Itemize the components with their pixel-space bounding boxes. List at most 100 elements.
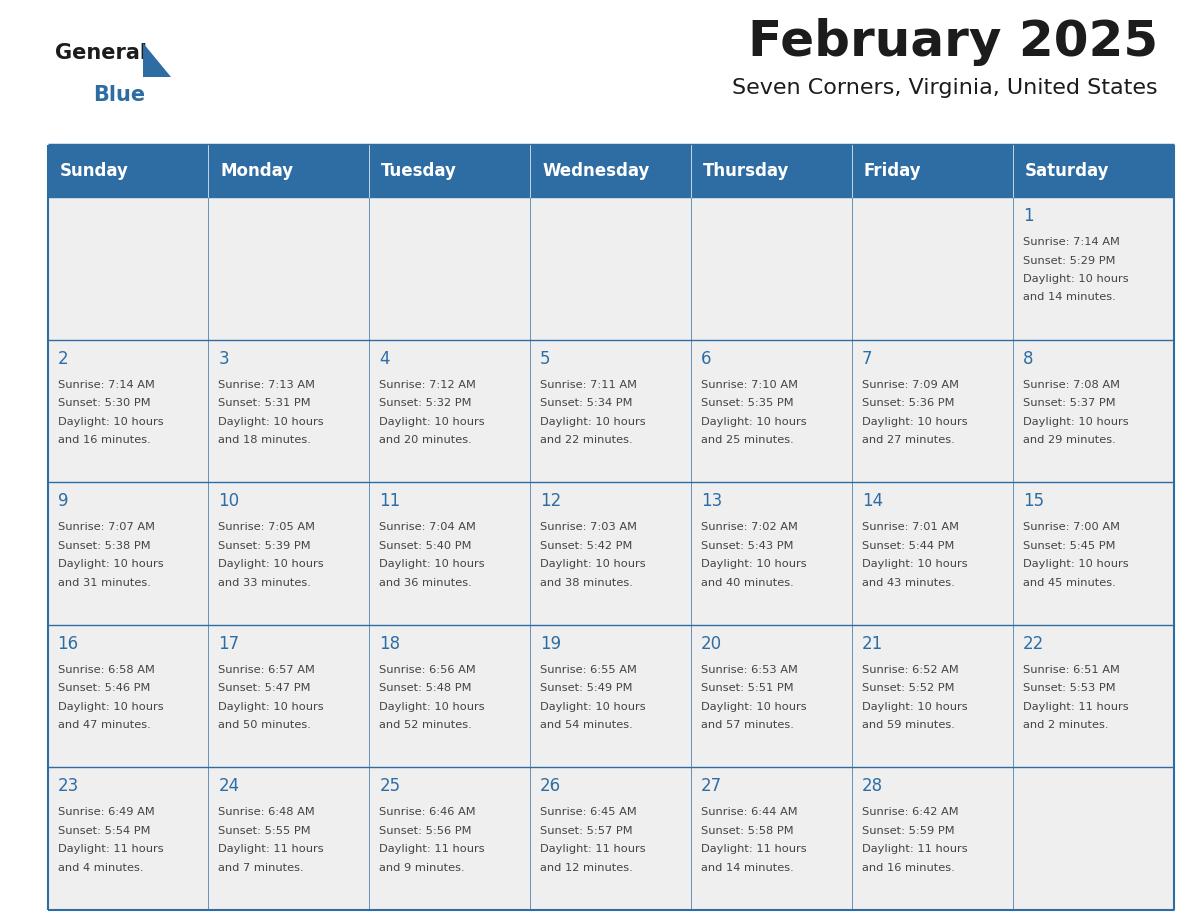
Text: Sunset: 5:51 PM: Sunset: 5:51 PM xyxy=(701,683,794,693)
Text: 7: 7 xyxy=(862,350,872,367)
Bar xyxy=(48,482,208,625)
Text: and 22 minutes.: and 22 minutes. xyxy=(541,435,633,445)
Text: Sunset: 5:46 PM: Sunset: 5:46 PM xyxy=(57,683,150,693)
Text: and 52 minutes.: and 52 minutes. xyxy=(379,721,472,731)
Text: Sunset: 5:44 PM: Sunset: 5:44 PM xyxy=(862,541,954,551)
Text: and 36 minutes.: and 36 minutes. xyxy=(379,577,472,588)
Text: 21: 21 xyxy=(862,635,883,653)
Text: Sunrise: 7:00 AM: Sunrise: 7:00 AM xyxy=(1023,522,1120,532)
Bar xyxy=(369,767,530,910)
Bar xyxy=(530,482,691,625)
Text: Daylight: 10 hours: Daylight: 10 hours xyxy=(379,559,485,569)
Text: and 40 minutes.: and 40 minutes. xyxy=(701,577,794,588)
Text: Wednesday: Wednesday xyxy=(542,162,650,180)
Text: and 9 minutes.: and 9 minutes. xyxy=(379,863,465,873)
Text: Daylight: 11 hours: Daylight: 11 hours xyxy=(219,845,324,855)
Bar xyxy=(852,340,1013,482)
Text: and 16 minutes.: and 16 minutes. xyxy=(862,863,955,873)
Text: 28: 28 xyxy=(862,778,883,795)
Text: and 16 minutes.: and 16 minutes. xyxy=(57,435,150,445)
Bar xyxy=(369,340,530,482)
Text: Sunset: 5:36 PM: Sunset: 5:36 PM xyxy=(862,398,954,409)
Text: Sunrise: 6:52 AM: Sunrise: 6:52 AM xyxy=(862,665,959,675)
Text: Daylight: 10 hours: Daylight: 10 hours xyxy=(219,559,324,569)
Text: Sunrise: 6:46 AM: Sunrise: 6:46 AM xyxy=(379,808,476,817)
Text: Monday: Monday xyxy=(221,162,293,180)
Text: and 12 minutes.: and 12 minutes. xyxy=(541,863,633,873)
Text: Sunset: 5:38 PM: Sunset: 5:38 PM xyxy=(57,541,150,551)
Text: Sunset: 5:53 PM: Sunset: 5:53 PM xyxy=(1023,683,1116,693)
Text: 4: 4 xyxy=(379,350,390,367)
Text: Sunset: 5:43 PM: Sunset: 5:43 PM xyxy=(701,541,794,551)
Text: Sunset: 5:30 PM: Sunset: 5:30 PM xyxy=(57,398,150,409)
Text: Daylight: 10 hours: Daylight: 10 hours xyxy=(701,559,807,569)
Text: Sunrise: 7:05 AM: Sunrise: 7:05 AM xyxy=(219,522,315,532)
Text: 3: 3 xyxy=(219,350,229,367)
Bar xyxy=(48,145,1174,197)
Text: 22: 22 xyxy=(1023,635,1044,653)
Text: 6: 6 xyxy=(701,350,712,367)
Text: 13: 13 xyxy=(701,492,722,510)
Text: Sunrise: 6:48 AM: Sunrise: 6:48 AM xyxy=(219,808,315,817)
Text: Sunset: 5:35 PM: Sunset: 5:35 PM xyxy=(701,398,794,409)
Text: Daylight: 10 hours: Daylight: 10 hours xyxy=(219,701,324,711)
Text: and 54 minutes.: and 54 minutes. xyxy=(541,721,633,731)
Bar xyxy=(852,197,1013,340)
Bar xyxy=(1013,767,1174,910)
Text: and 7 minutes.: and 7 minutes. xyxy=(219,863,304,873)
Text: and 25 minutes.: and 25 minutes. xyxy=(701,435,794,445)
Text: Sunrise: 7:01 AM: Sunrise: 7:01 AM xyxy=(862,522,959,532)
Text: 26: 26 xyxy=(541,778,561,795)
Text: 23: 23 xyxy=(57,778,78,795)
Text: Sunset: 5:49 PM: Sunset: 5:49 PM xyxy=(541,683,633,693)
Text: 10: 10 xyxy=(219,492,240,510)
Text: Sunrise: 7:02 AM: Sunrise: 7:02 AM xyxy=(701,522,798,532)
Text: Sunset: 5:47 PM: Sunset: 5:47 PM xyxy=(219,683,311,693)
Text: 5: 5 xyxy=(541,350,551,367)
Text: and 4 minutes.: and 4 minutes. xyxy=(57,863,143,873)
Text: 20: 20 xyxy=(701,635,722,653)
Text: 18: 18 xyxy=(379,635,400,653)
Text: Daylight: 11 hours: Daylight: 11 hours xyxy=(57,845,163,855)
Text: Daylight: 10 hours: Daylight: 10 hours xyxy=(541,417,646,427)
Bar xyxy=(208,340,369,482)
Text: and 18 minutes.: and 18 minutes. xyxy=(219,435,311,445)
Text: and 59 minutes.: and 59 minutes. xyxy=(862,721,955,731)
Text: 9: 9 xyxy=(57,492,68,510)
Text: Sunset: 5:29 PM: Sunset: 5:29 PM xyxy=(1023,255,1116,265)
Text: 12: 12 xyxy=(541,492,562,510)
Text: and 33 minutes.: and 33 minutes. xyxy=(219,577,311,588)
Text: Sunrise: 6:55 AM: Sunrise: 6:55 AM xyxy=(541,665,637,675)
Text: Sunrise: 6:45 AM: Sunrise: 6:45 AM xyxy=(541,808,637,817)
Text: Daylight: 10 hours: Daylight: 10 hours xyxy=(701,701,807,711)
Text: Sunrise: 7:13 AM: Sunrise: 7:13 AM xyxy=(219,380,315,389)
Bar xyxy=(852,625,1013,767)
Text: Daylight: 10 hours: Daylight: 10 hours xyxy=(57,417,163,427)
Text: Sunrise: 7:10 AM: Sunrise: 7:10 AM xyxy=(701,380,798,389)
Bar xyxy=(1013,625,1174,767)
Bar xyxy=(208,197,369,340)
Text: Daylight: 10 hours: Daylight: 10 hours xyxy=(219,417,324,427)
Text: 15: 15 xyxy=(1023,492,1044,510)
Text: Blue: Blue xyxy=(93,85,145,105)
Bar xyxy=(691,625,852,767)
Text: Daylight: 10 hours: Daylight: 10 hours xyxy=(57,559,163,569)
Text: Sunrise: 6:53 AM: Sunrise: 6:53 AM xyxy=(701,665,798,675)
Text: 17: 17 xyxy=(219,635,240,653)
Bar xyxy=(208,625,369,767)
Bar xyxy=(530,197,691,340)
Bar xyxy=(852,767,1013,910)
Text: Seven Corners, Virginia, United States: Seven Corners, Virginia, United States xyxy=(732,78,1158,98)
Text: Daylight: 10 hours: Daylight: 10 hours xyxy=(1023,559,1129,569)
Bar xyxy=(852,482,1013,625)
Bar xyxy=(691,340,852,482)
Polygon shape xyxy=(143,43,171,77)
Text: Sunrise: 7:08 AM: Sunrise: 7:08 AM xyxy=(1023,380,1120,389)
Bar xyxy=(208,482,369,625)
Text: 27: 27 xyxy=(701,778,722,795)
Text: Daylight: 11 hours: Daylight: 11 hours xyxy=(379,845,485,855)
Text: Sunset: 5:57 PM: Sunset: 5:57 PM xyxy=(541,826,633,836)
Bar xyxy=(530,625,691,767)
Text: Sunset: 5:55 PM: Sunset: 5:55 PM xyxy=(219,826,311,836)
Text: 25: 25 xyxy=(379,778,400,795)
